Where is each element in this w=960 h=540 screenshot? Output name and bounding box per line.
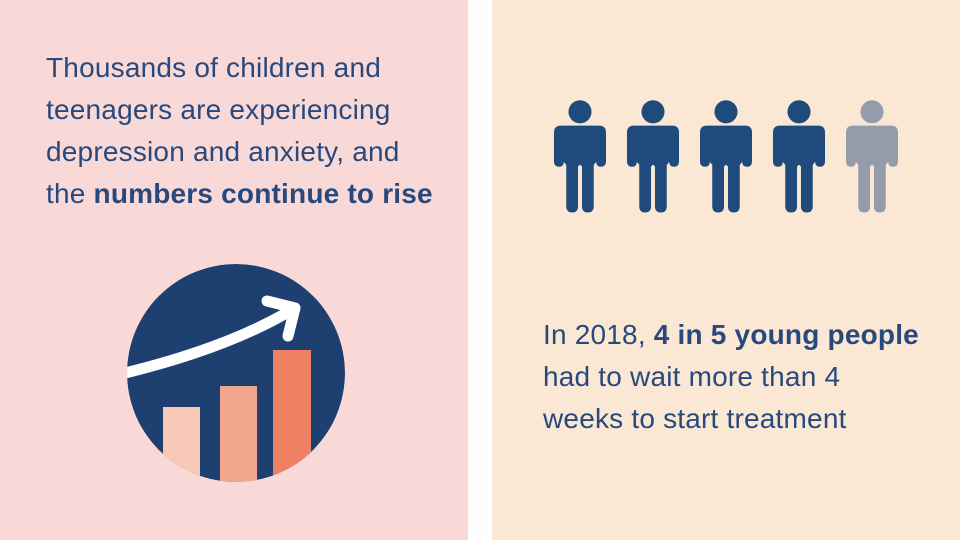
person-body <box>699 125 753 213</box>
caption-text: In 2018, 4 in 5 young people had to wait… <box>543 314 960 440</box>
caption-line1-bold: 4 in 5 young people <box>653 319 919 350</box>
person-body <box>626 125 680 213</box>
person-icon-muted <box>845 100 899 213</box>
person-icon-highlighted <box>699 100 753 213</box>
person-body <box>772 125 826 213</box>
person-head <box>787 100 811 124</box>
headline-line3: depression and anxiety, and <box>46 136 400 167</box>
person-head <box>641 100 665 124</box>
headline-line1: Thousands of children and <box>46 52 381 83</box>
left-panel: Thousands of children and teenagers are … <box>0 0 468 540</box>
right-panel: In 2018, 4 in 5 young people had to wait… <box>492 0 960 540</box>
headline-text: Thousands of children and teenagers are … <box>46 47 433 215</box>
headline-line2: teenagers are experiencing <box>46 94 391 125</box>
person-head <box>568 100 592 124</box>
caption-line3: weeks to start treatment <box>543 403 847 434</box>
caption-line2: had to wait more than 4 <box>543 361 841 392</box>
people-row <box>492 100 960 213</box>
person-icon-highlighted <box>553 100 607 213</box>
chart-icon-arrowhead <box>261 295 301 342</box>
person-icon-highlighted <box>626 100 680 213</box>
person-head <box>714 100 738 124</box>
chart-icon-trend-line <box>127 302 301 380</box>
person-icon-highlighted <box>772 100 826 213</box>
person-body <box>553 125 607 213</box>
person-head <box>860 100 884 124</box>
chart-icon-bar-3 <box>273 350 311 482</box>
caption-line1-regular: In 2018, <box>543 319 654 350</box>
chart-icon-bar-2 <box>220 386 257 482</box>
headline-line4-bold: numbers continue to rise <box>93 178 433 209</box>
rising-chart-icon <box>127 264 345 482</box>
headline-line4-regular: the <box>46 178 94 209</box>
person-body <box>845 125 899 213</box>
chart-icon-bar-1 <box>163 407 200 482</box>
